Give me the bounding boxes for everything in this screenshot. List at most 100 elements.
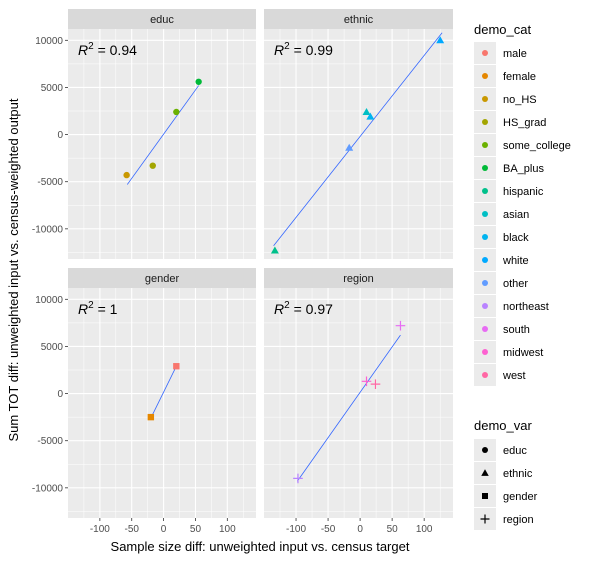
grid-lines <box>264 29 453 259</box>
y-tick-label: 5000 <box>41 342 64 353</box>
legend-swatch <box>482 142 488 148</box>
data-point-northeast <box>293 473 303 484</box>
legend-demo-cat: demo_cat male female no_HS HS_grad some_coll… <box>474 22 571 386</box>
facet-panel-educ: educ R2 = 0.94 <box>68 9 256 259</box>
legend-item-BA_plus: BA_plus <box>474 157 544 179</box>
data-point-midwest <box>361 376 372 387</box>
r-squared-label: R2 = 1 <box>78 300 118 317</box>
legend-item-ethnic: ethnic <box>474 462 533 484</box>
legend-label: region <box>503 514 534 526</box>
x-tick-label: -100 <box>90 524 110 535</box>
legend-label: no_HS <box>503 94 537 106</box>
facet-panel-region: region R2 = 0.97 <box>264 268 453 518</box>
data-point-hispanic <box>270 246 279 254</box>
legend-label: male <box>503 48 527 60</box>
y-tick-label: 10000 <box>35 36 63 47</box>
legend-label: BA_plus <box>503 163 544 175</box>
x-axis-title: Sample size diff: unweighted input vs. c… <box>111 539 410 554</box>
legend-swatch <box>482 96 488 102</box>
facet-strip <box>68 268 256 288</box>
data-point-female <box>147 413 155 421</box>
legend-item-HS_grad: HS_grad <box>474 111 546 133</box>
legend-label: other <box>503 278 528 290</box>
legend-item-other: other <box>474 272 528 294</box>
x-axis-ticks: -100 -50 0 50 100 -100 -50 0 50 100 <box>90 518 433 535</box>
legend-item-male: male <box>474 42 527 64</box>
data-point-some_college <box>173 108 180 116</box>
legend-swatch <box>482 73 488 79</box>
x-tick-label: 100 <box>219 524 236 535</box>
facet-strip-label: educ <box>150 14 174 26</box>
x-tick-label: 100 <box>416 524 433 535</box>
facet-strip-label: gender <box>145 273 180 285</box>
legend-swatch <box>482 50 488 56</box>
legend-item-educ: educ <box>474 439 527 461</box>
legend-shape-circle <box>482 447 488 453</box>
x-tick-label: -100 <box>286 524 306 535</box>
data-point-black <box>366 112 375 120</box>
grid-lines <box>68 288 256 518</box>
legend-item-black: black <box>474 226 529 248</box>
legend-item-region: region <box>474 508 534 530</box>
legend-swatch <box>482 165 488 171</box>
legend-demo-var: demo_var educ ethnic gender region <box>474 418 538 530</box>
legend-swatch <box>482 234 488 240</box>
x-tick-label: 0 <box>161 524 167 535</box>
data-point-white <box>436 36 445 44</box>
legend-demo-cat-title: demo_cat <box>474 22 531 37</box>
data-point-south <box>395 320 406 331</box>
facet-strip-label: region <box>343 273 374 285</box>
y-tick-label: -10000 <box>32 224 64 235</box>
legend-label: midwest <box>503 347 543 359</box>
r-squared-label: R2 = 0.99 <box>274 41 333 58</box>
legend-item-no_HS: no_HS <box>474 88 537 110</box>
legend-label: black <box>503 232 529 244</box>
legend-item-west: west <box>474 364 526 386</box>
fit-line <box>150 366 177 419</box>
facet-strip <box>264 9 453 29</box>
facet-strip <box>68 9 256 29</box>
grid-lines <box>264 288 453 518</box>
legend-swatch <box>482 119 488 125</box>
legend-label: some_college <box>503 140 571 152</box>
legend-swatch <box>482 303 488 309</box>
legend-label: HS_grad <box>503 117 546 129</box>
legend-demo-var-title: demo_var <box>474 418 532 433</box>
legend-label: hispanic <box>503 186 544 198</box>
data-point-no_HS <box>123 171 130 179</box>
legend-label: ethnic <box>503 468 533 480</box>
data-point-male <box>173 363 180 370</box>
y-tick-label: 10000 <box>35 295 63 306</box>
legend-shape-triangle <box>481 469 489 476</box>
legend-swatch <box>482 326 488 332</box>
y-tick-label: -5000 <box>37 177 63 188</box>
r-squared-label: R2 = 0.97 <box>274 300 333 317</box>
legend-item-hispanic: hispanic <box>474 180 544 202</box>
x-tick-label: 50 <box>387 524 399 535</box>
grid-lines <box>68 29 256 259</box>
legend-shape-square <box>482 493 488 499</box>
legend-label: female <box>503 71 536 83</box>
data-point-west <box>370 379 381 389</box>
facet-strip-label: ethnic <box>344 14 374 26</box>
legend-swatch <box>482 349 488 355</box>
data-point-BA_plus <box>195 78 202 85</box>
legend-item-female: female <box>474 65 536 87</box>
legend-label: educ <box>503 445 527 457</box>
legend-swatch <box>482 257 488 263</box>
legend-label: gender <box>503 491 538 503</box>
facet-panel-gender: gender R2 = 1 <box>68 268 256 518</box>
legend-shape-plus <box>480 514 490 524</box>
legend-item-gender: gender <box>474 485 538 507</box>
legend-label: northeast <box>503 301 549 313</box>
legend-item-white: white <box>474 249 529 271</box>
y-tick-label: 0 <box>57 389 63 400</box>
legend-item-some_college: some_college <box>474 134 571 156</box>
data-point-asian <box>362 107 371 115</box>
y-tick-label: -10000 <box>32 483 64 494</box>
fit-line <box>273 32 443 247</box>
x-tick-label: -50 <box>125 524 140 535</box>
data-point-other <box>345 143 354 151</box>
data-point-HS_grad <box>149 162 156 169</box>
